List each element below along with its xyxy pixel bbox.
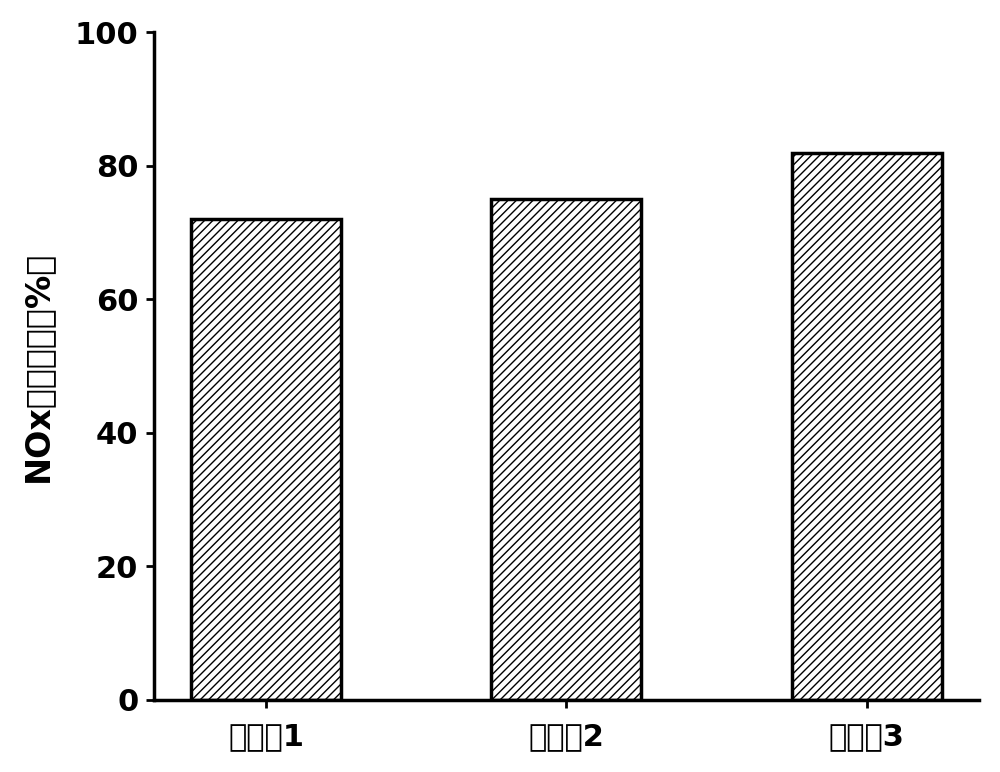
Bar [792, 153, 942, 700]
Bar [491, 199, 641, 700]
Y-axis label: NOx转化效率（%）: NOx转化效率（%） [21, 250, 54, 482]
Bar [191, 219, 341, 700]
